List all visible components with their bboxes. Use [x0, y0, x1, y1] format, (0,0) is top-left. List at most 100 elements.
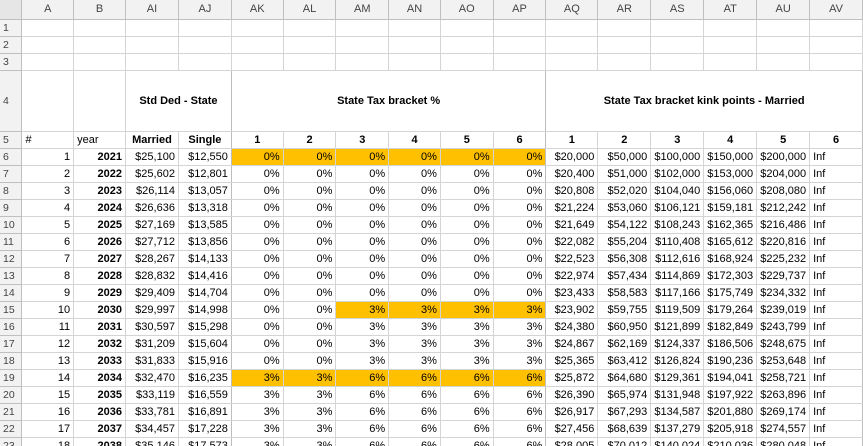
kink-point-cell[interactable]: Inf — [809, 420, 863, 438]
bracket-pct-cell[interactable]: 3% — [440, 318, 494, 336]
std-ded-married-cell[interactable]: $30,597 — [125, 318, 179, 336]
std-ded-single-cell[interactable]: $16,559 — [178, 386, 232, 404]
bracket-pct-cell[interactable]: 3% — [335, 318, 390, 336]
std-ded-married-cell[interactable]: $34,457 — [125, 420, 179, 438]
bracket-pct-cell[interactable]: 0% — [388, 165, 441, 183]
bracket-pct-cell[interactable]: 6% — [493, 386, 547, 404]
cell-av3[interactable] — [809, 53, 863, 71]
year-cell[interactable]: 2030 — [73, 301, 126, 319]
kink-point-cell[interactable]: $27,456 — [545, 420, 599, 438]
bracket-pct-cell[interactable]: 3% — [440, 352, 494, 370]
column-header-al[interactable]: AL — [283, 0, 337, 20]
cell-b4[interactable] — [73, 70, 126, 132]
year-cell[interactable]: 2026 — [73, 233, 126, 251]
std-ded-single-cell[interactable]: $15,916 — [178, 352, 232, 370]
cell-at2[interactable] — [703, 36, 758, 54]
bracket-pct-cell[interactable]: 0% — [231, 352, 284, 370]
bracket-pct-cell[interactable]: 3% — [440, 301, 494, 319]
kink-point-cell[interactable]: $156,060 — [703, 182, 758, 200]
kink-point-cell[interactable]: $216,486 — [756, 216, 811, 234]
kink-point-cell[interactable]: $200,000 — [756, 148, 811, 166]
std-ded-married-cell[interactable]: $33,781 — [125, 403, 179, 421]
kink-point-cell[interactable]: $186,506 — [703, 335, 758, 353]
bracket-pct-cell[interactable]: 6% — [493, 420, 547, 438]
bracket-pct-cell[interactable]: 6% — [440, 403, 494, 421]
row-header-6[interactable]: 6 — [0, 148, 23, 166]
std-ded-single-cell[interactable]: $17,573 — [178, 437, 232, 446]
std-ded-single-cell[interactable]: $17,228 — [178, 420, 232, 438]
column-header-ai[interactable]: AI — [125, 0, 179, 20]
kink-point-cell[interactable]: $258,721 — [756, 369, 811, 387]
bracket-pct-cell[interactable]: 3% — [335, 352, 390, 370]
bracket-pct-cell[interactable]: 0% — [283, 216, 337, 234]
kink-point-cell[interactable]: $20,400 — [545, 165, 599, 183]
bracket-pct-cell[interactable]: 0% — [440, 148, 494, 166]
bracket-pct-cell[interactable]: 0% — [283, 301, 337, 319]
kink-point-cell[interactable]: $182,849 — [703, 318, 758, 336]
year-cell[interactable]: 2038 — [73, 437, 126, 446]
kink-header-2[interactable]: 2 — [597, 131, 652, 149]
bracket-pct-cell[interactable]: 6% — [440, 369, 494, 387]
bracket-pct-cell[interactable]: 6% — [335, 369, 390, 387]
std-ded-married-cell[interactable]: $26,114 — [125, 182, 179, 200]
bracket-pct-cell[interactable]: 6% — [440, 420, 494, 438]
kink-point-cell[interactable]: $23,902 — [545, 301, 599, 319]
kink-point-cell[interactable]: $22,082 — [545, 233, 599, 251]
cell-ai3[interactable] — [125, 53, 179, 71]
column-header-as[interactable]: AS — [650, 0, 705, 20]
kink-point-cell[interactable]: $162,365 — [703, 216, 758, 234]
bracket-pct-cell[interactable]: 0% — [231, 148, 284, 166]
kink-point-cell[interactable]: $126,824 — [650, 352, 705, 370]
row-header-15[interactable]: 15 — [0, 301, 23, 319]
kink-point-cell[interactable]: $24,380 — [545, 318, 599, 336]
bracket-pct-cell[interactable]: 0% — [335, 267, 390, 285]
cell-a1[interactable] — [21, 19, 75, 37]
row-index-cell[interactable]: 18 — [21, 437, 75, 446]
cell-b2[interactable] — [73, 36, 126, 54]
kink-point-cell[interactable]: $274,557 — [756, 420, 811, 438]
row-index-cell[interactable]: 8 — [21, 267, 75, 285]
row-index-cell[interactable]: 6 — [21, 233, 75, 251]
kink-point-cell[interactable]: Inf — [809, 182, 863, 200]
bracket-pct-cell[interactable]: 3% — [388, 352, 441, 370]
bracket-pct-cell[interactable]: 0% — [335, 165, 390, 183]
cell-ak2[interactable] — [231, 36, 284, 54]
kink-point-cell[interactable]: $52,020 — [597, 182, 652, 200]
row-index-cell[interactable]: 5 — [21, 216, 75, 234]
kink-point-cell[interactable]: $172,303 — [703, 267, 758, 285]
cell-a2[interactable] — [21, 36, 75, 54]
bracket-pct-cell[interactable]: 0% — [231, 335, 284, 353]
year-cell[interactable]: 2036 — [73, 403, 126, 421]
row-index-cell[interactable]: 2 — [21, 165, 75, 183]
kink-point-cell[interactable]: Inf — [809, 318, 863, 336]
bracket-pct-cell[interactable]: 0% — [231, 216, 284, 234]
kink-point-cell[interactable]: $165,612 — [703, 233, 758, 251]
cell-al1[interactable] — [283, 19, 337, 37]
cell-am1[interactable] — [335, 19, 390, 37]
bracket-pct-cell[interactable]: 0% — [440, 165, 494, 183]
kink-point-cell[interactable]: Inf — [809, 148, 863, 166]
kink-point-cell[interactable]: Inf — [809, 437, 863, 446]
year-cell[interactable]: 2031 — [73, 318, 126, 336]
cell-av1[interactable] — [809, 19, 863, 37]
bracket-pct-cell[interactable]: 0% — [493, 216, 547, 234]
kink-point-cell[interactable]: Inf — [809, 267, 863, 285]
bracket-pct-cell[interactable]: 0% — [440, 284, 494, 302]
single-header[interactable]: Single — [178, 131, 232, 149]
kink-point-cell[interactable]: $140,024 — [650, 437, 705, 446]
cell-au1[interactable] — [756, 19, 811, 37]
bracket-pct-cell[interactable]: 0% — [493, 284, 547, 302]
row-index-cell[interactable]: 4 — [21, 199, 75, 217]
bracket-pct-cell[interactable]: 6% — [388, 437, 441, 446]
row-header-16[interactable]: 16 — [0, 318, 23, 336]
bracket-pct-cell[interactable]: 0% — [440, 233, 494, 251]
year-cell[interactable]: 2023 — [73, 182, 126, 200]
cell-ap2[interactable] — [493, 36, 547, 54]
bracket-pct-cell[interactable]: 0% — [335, 284, 390, 302]
cell-am2[interactable] — [335, 36, 390, 54]
cell-ao2[interactable] — [440, 36, 494, 54]
kink-point-cell[interactable]: $24,867 — [545, 335, 599, 353]
bracket-pct-cell[interactable]: 6% — [493, 403, 547, 421]
column-header-ao[interactable]: AO — [440, 0, 494, 20]
row-header-17[interactable]: 17 — [0, 335, 23, 353]
